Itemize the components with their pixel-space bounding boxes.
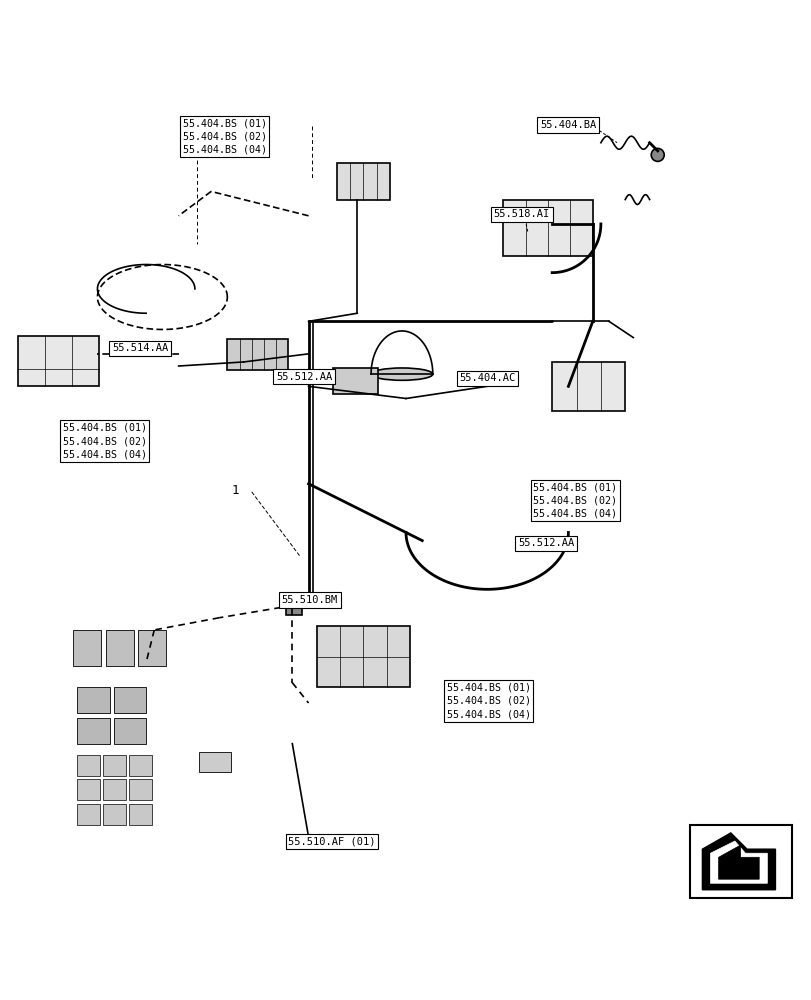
Text: 55.510.AF (01): 55.510.AF (01): [288, 836, 375, 846]
Bar: [114, 718, 146, 744]
Bar: [105, 630, 134, 666]
Bar: [77, 779, 100, 800]
Bar: [73, 630, 101, 666]
Bar: [129, 779, 152, 800]
Bar: [316, 626, 410, 687]
Bar: [77, 687, 109, 713]
Bar: [77, 804, 100, 825]
Text: 1: 1: [231, 484, 238, 497]
Bar: [18, 336, 99, 386]
Bar: [103, 755, 126, 776]
Polygon shape: [702, 833, 775, 890]
Ellipse shape: [371, 368, 432, 380]
Bar: [138, 630, 166, 666]
Text: 55.512.AA: 55.512.AA: [276, 372, 332, 382]
Text: 55.404.BS (01)
55.404.BS (02)
55.404.BS (04): 55.404.BS (01) 55.404.BS (02) 55.404.BS …: [62, 423, 146, 459]
Bar: [551, 362, 624, 411]
Text: 55.404.BA: 55.404.BA: [539, 120, 595, 130]
Text: 55.514.AA: 55.514.AA: [112, 343, 168, 353]
Text: 55.404.BS (01)
55.404.BS (02)
55.404.BS (04): 55.404.BS (01) 55.404.BS (02) 55.404.BS …: [446, 683, 530, 719]
Bar: [103, 804, 126, 825]
Bar: [129, 755, 152, 776]
Bar: [227, 339, 288, 370]
Polygon shape: [710, 841, 766, 883]
Bar: [337, 163, 389, 200]
Bar: [114, 687, 146, 713]
Text: 55.512.AA: 55.512.AA: [517, 538, 573, 548]
Bar: [77, 755, 100, 776]
Bar: [689, 825, 791, 898]
Text: 55.404.BS (01)
55.404.BS (02)
55.404.BS (04): 55.404.BS (01) 55.404.BS (02) 55.404.BS …: [533, 482, 616, 519]
Bar: [77, 718, 109, 744]
Text: 55.404.AC: 55.404.AC: [459, 373, 515, 383]
Bar: [503, 200, 592, 256]
Text: 55.404.BS (01)
55.404.BS (02)
55.404.BS (04): 55.404.BS (01) 55.404.BS (02) 55.404.BS …: [182, 118, 266, 155]
Bar: [129, 804, 152, 825]
Text: 55.510.BM: 55.510.BM: [281, 595, 337, 605]
Bar: [103, 779, 126, 800]
Bar: [285, 601, 302, 615]
Circle shape: [650, 148, 663, 161]
Text: 55.518.AI: 55.518.AI: [493, 209, 549, 219]
Polygon shape: [718, 845, 758, 879]
Bar: [333, 368, 377, 394]
Bar: [199, 752, 231, 772]
